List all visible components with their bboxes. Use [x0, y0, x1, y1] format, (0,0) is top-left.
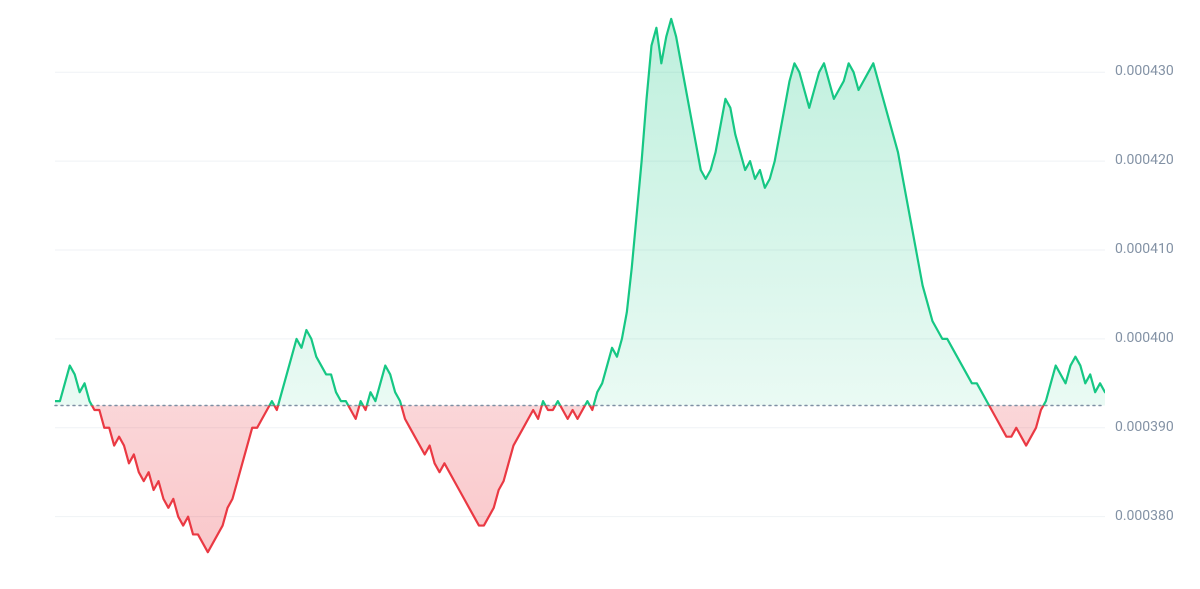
area-below — [55, 19, 1105, 552]
y-axis-label: 0.000390 — [1115, 419, 1174, 435]
chart-svg — [0, 0, 1200, 589]
price-chart[interactable]: 0.000380 0.000390 0.000400 0.000410 0.000420… — [0, 0, 1200, 589]
y-axis-label: 0.000430 — [1115, 63, 1174, 79]
y-axis-label: 0.000380 — [1115, 508, 1174, 524]
y-axis-label: 0.000410 — [1115, 241, 1174, 257]
y-axis-label: 0.000400 — [1115, 330, 1174, 346]
y-axis-label: 0.000420 — [1115, 152, 1174, 168]
